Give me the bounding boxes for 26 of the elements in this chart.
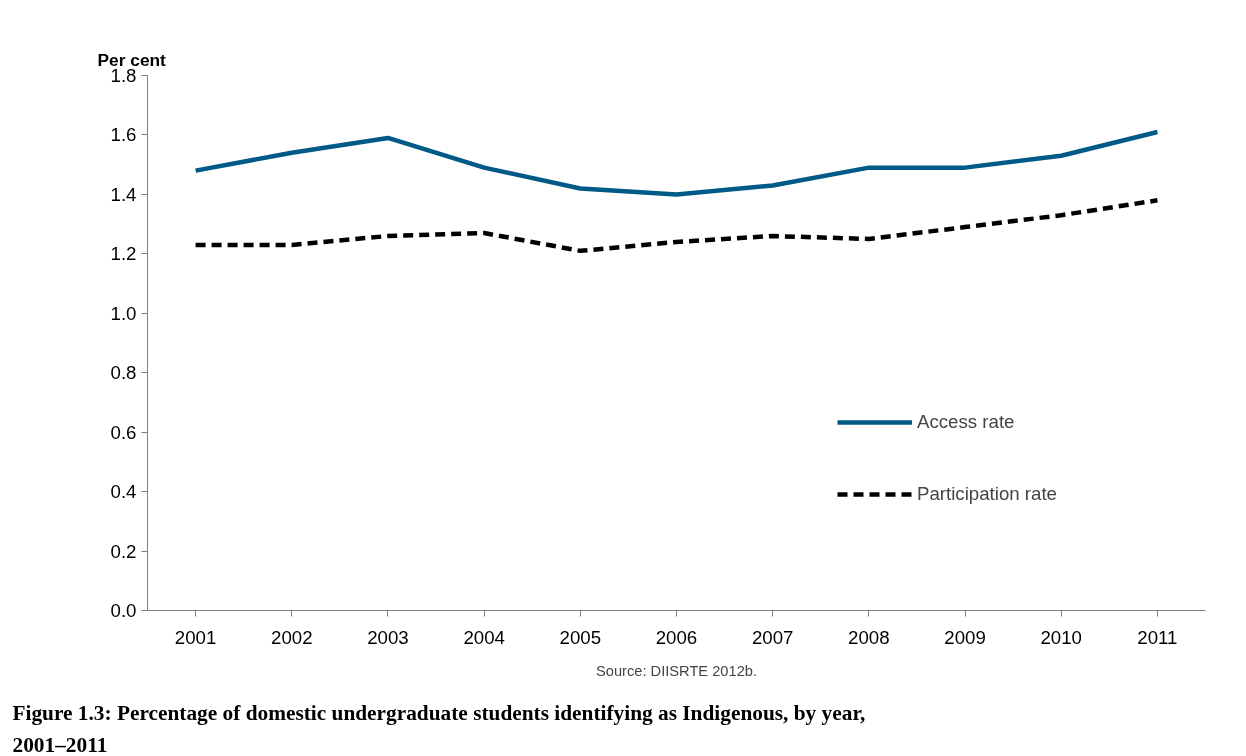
legend-label: Access rate bbox=[917, 411, 1015, 433]
x-tick-label: 2005 bbox=[559, 626, 602, 648]
y-tick-label: 1.6 bbox=[110, 124, 137, 146]
x-tick-label: 2007 bbox=[751, 626, 794, 648]
x-tick-label: 2010 bbox=[1040, 626, 1082, 648]
x-tick-label: 2008 bbox=[848, 626, 890, 648]
y-tick-label: 0.8 bbox=[110, 362, 137, 384]
x-tick-label: 2001 bbox=[174, 626, 217, 648]
x-tick-label: 2002 bbox=[271, 626, 313, 648]
x-tick-label: 2011 bbox=[1137, 626, 1178, 648]
line-series bbox=[193, 129, 1160, 197]
x-tick-label: 2006 bbox=[655, 626, 698, 648]
text: Figure 1.3: Percentage of domestic undergraduate students identifying as Indigenous, by year, 2001–2011 bbox=[12, 700, 866, 756]
x-tick-label: 2009 bbox=[944, 626, 986, 648]
legend-label: Participation rate bbox=[917, 483, 1057, 505]
x-tick-label: 2003 bbox=[367, 626, 409, 648]
y-tick-label: 0.6 bbox=[110, 421, 137, 443]
y-tick-label: 1.2 bbox=[110, 243, 137, 265]
y-tick-label: 1.4 bbox=[110, 183, 137, 205]
source-note: Source: DIISRTE 2012b. bbox=[595, 662, 758, 679]
y-tick-label: 1.0 bbox=[110, 302, 137, 324]
y-tick-label: 0.2 bbox=[110, 540, 137, 562]
line-series bbox=[193, 198, 1160, 254]
y-tick-label: 0.4 bbox=[110, 481, 137, 503]
y-tick-label: 0.0 bbox=[110, 600, 137, 621]
x-tick-label: 2004 bbox=[463, 626, 505, 648]
